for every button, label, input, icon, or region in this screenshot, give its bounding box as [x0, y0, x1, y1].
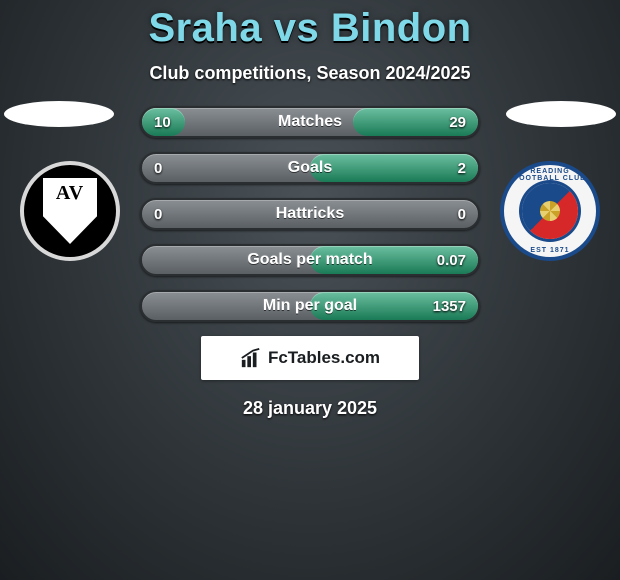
stat-value-right: 1357: [433, 292, 466, 320]
stat-value-right: 0.07: [437, 246, 466, 274]
date-label: 28 january 2025: [0, 398, 620, 419]
crest-right-inner-icon: [522, 183, 578, 239]
stat-value-right: 2: [458, 154, 466, 182]
stat-value-right: 0: [458, 200, 466, 228]
page-title: Sraha vs Bindon: [0, 0, 620, 51]
stat-label: Matches: [278, 113, 342, 131]
crest-ring-top: READING FOOTBALL CLUB: [506, 168, 594, 182]
stat-value-left: 0: [154, 154, 162, 182]
stat-bar: 0 Hattricks 0: [140, 198, 480, 230]
stat-bar: 0 Goals 2: [140, 152, 480, 184]
stat-label: Hattricks: [276, 205, 344, 223]
subtitle: Club competitions, Season 2024/2025: [0, 63, 620, 84]
stat-value-left: 10: [154, 108, 171, 136]
stat-bar: Min per goal 1357: [140, 290, 480, 322]
bar-chart-icon: [240, 347, 262, 369]
crest-left-initials: AV: [56, 182, 84, 205]
stat-value-left: 0: [154, 200, 162, 228]
stat-bar: Goals per match 0.07: [140, 244, 480, 276]
bar-fill-right: [310, 154, 478, 182]
stat-label: Min per goal: [263, 297, 357, 315]
crest-ring-bottom: EST 1871: [506, 247, 594, 254]
club-crest-left: AV: [20, 161, 120, 261]
stat-label: Goals: [288, 159, 332, 177]
brand-text: FcTables.com: [268, 348, 380, 368]
brand-logo: FcTables.com: [240, 347, 380, 369]
brand-box: FcTables.com: [201, 336, 419, 380]
shield-icon: AV: [43, 178, 97, 244]
stat-bars: 10 Matches 29 0 Goals 2 0 Hattricks 0 Goals per m…: [140, 106, 480, 322]
stat-value-right: 29: [449, 108, 466, 136]
stat-label: Goals per match: [247, 251, 372, 269]
club-crest-right: READING FOOTBALL CLUB EST 1871: [500, 161, 600, 261]
stat-bar: 10 Matches 29: [140, 106, 480, 138]
comparison-stage: AV READING FOOTBALL CLUB EST 1871 10 Matc…: [0, 106, 620, 322]
platform-left: [4, 101, 114, 127]
platform-right: [506, 101, 616, 127]
